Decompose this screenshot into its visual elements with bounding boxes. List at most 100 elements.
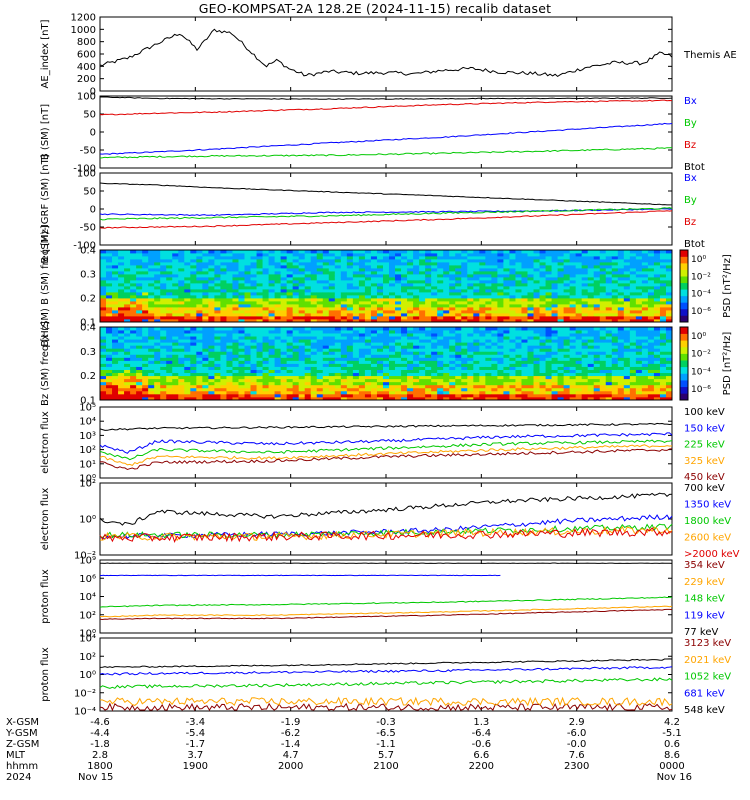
heatmap-cell [479, 253, 486, 257]
heatmap-cell [395, 360, 402, 364]
heatmap-cell [160, 319, 167, 323]
heatmap-cell [208, 268, 215, 272]
heatmap-cell [280, 319, 288, 323]
heatmap-cell [617, 271, 625, 275]
heatmap-cell [395, 280, 402, 284]
heatmap-cell [557, 384, 565, 389]
heatmap-cell [154, 319, 161, 323]
heatmap-cell [334, 327, 342, 331]
heatmap-cell [653, 256, 661, 260]
heatmap-cell [521, 277, 528, 281]
heatmap-cell [443, 301, 450, 305]
heatmap-cell [322, 387, 330, 392]
heatmap-cell [340, 319, 348, 323]
heatmap-cell [256, 301, 263, 305]
heatmap-cell [190, 336, 197, 340]
heatmap-cell [491, 390, 498, 395]
heatmap-cell [443, 360, 450, 364]
heatmap-cell [635, 357, 643, 361]
heatmap-cell [485, 327, 492, 331]
heatmap-cell [635, 360, 643, 364]
heatmap-cell [196, 289, 203, 293]
heatmap-cell [623, 369, 631, 374]
heatmap-cell [226, 387, 233, 392]
heatmap-cell [214, 265, 221, 269]
heatmap-cell [557, 295, 565, 299]
heatmap-cell [286, 265, 294, 269]
heatmap-cell [617, 387, 625, 392]
heatmap-cell [292, 265, 300, 269]
heatmap-cell [665, 372, 673, 377]
heatmap-cell [310, 327, 318, 331]
heatmap-cell [352, 384, 360, 389]
heatmap-cell [431, 259, 438, 263]
heatmap-cell [112, 268, 119, 272]
heatmap-cell [635, 354, 643, 358]
heatmap-cell [611, 390, 619, 395]
heatmap-cell [262, 295, 269, 299]
heatmap-cell [148, 372, 155, 377]
heatmap-cell [364, 396, 372, 401]
heatmap-cell [605, 357, 613, 361]
legend-label: By [684, 118, 697, 129]
heatmap-cell [497, 336, 504, 340]
heatmap-cell [214, 396, 221, 401]
heatmap-cell [473, 289, 480, 293]
heatmap-cell [340, 357, 348, 361]
heatmap-cell [593, 313, 601, 317]
xaxis-value: Nov 16 [657, 772, 692, 783]
heatmap-cell [425, 327, 432, 331]
heatmap-cell [100, 336, 107, 340]
heatmap-cell [605, 259, 613, 263]
heatmap-cell [124, 298, 131, 302]
heatmap-cell [112, 396, 119, 401]
xaxis-value: -0.6 [472, 739, 492, 750]
heatmap-cell [172, 283, 179, 287]
heatmap-cell [419, 271, 426, 275]
heatmap-cell [605, 289, 613, 293]
xaxis-value: 1.3 [473, 717, 489, 728]
heatmap-cell [515, 336, 522, 340]
heatmap-cell [364, 298, 372, 302]
heatmap-cell [352, 292, 360, 296]
heatmap-cell [563, 390, 571, 395]
heatmap-cell [575, 378, 583, 383]
heatmap-cell [515, 253, 522, 257]
heatmap-cell [268, 313, 276, 317]
heatmap-cell [106, 262, 113, 266]
heatmap-cell [599, 390, 607, 395]
heatmap-cell [467, 348, 474, 352]
heatmap-cell [196, 253, 203, 257]
heatmap-cell [274, 280, 282, 284]
heatmap-cell [142, 283, 149, 287]
heatmap-cell [497, 316, 504, 320]
heatmap-cell [569, 366, 577, 370]
heatmap-cell [395, 250, 402, 254]
heatmap-cell [479, 307, 486, 311]
heatmap-cell [449, 396, 456, 401]
heatmap-cell [124, 286, 131, 290]
heatmap-cell [346, 375, 354, 380]
heatmap-cell [461, 372, 468, 377]
heatmap-cell [659, 345, 667, 349]
heatmap-cell [461, 333, 468, 337]
heatmap-cell [220, 378, 227, 383]
heatmap-cell [473, 265, 480, 269]
heatmap-cell [280, 387, 288, 392]
heatmap-cell [256, 372, 263, 377]
heatmap-cell [298, 342, 306, 346]
heatmap-cell [160, 327, 167, 331]
heatmap-cell [491, 265, 498, 269]
heatmap-cell [623, 363, 631, 367]
heatmap-cell [431, 256, 438, 260]
heatmap-cell [635, 339, 643, 343]
heatmap-cell [172, 366, 179, 370]
heatmap-cell [250, 280, 257, 284]
heatmap-cell [521, 330, 528, 334]
heatmap-cell [467, 378, 474, 383]
heatmap-cell [130, 289, 137, 293]
heatmap-cell [244, 357, 251, 361]
heatmap-cell [202, 253, 209, 257]
heatmap-cell [599, 280, 607, 284]
heatmap-cell [358, 387, 366, 392]
